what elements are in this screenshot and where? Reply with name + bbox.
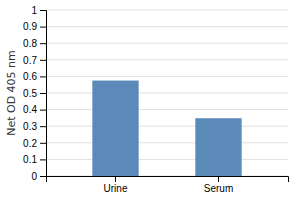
grid-line — [46, 142, 288, 143]
y-tick-label: 0.1 — [23, 154, 37, 165]
grid — [46, 10, 288, 176]
x-axis: Urine Serum — [47, 176, 289, 194]
x-tick-label: Urine — [104, 183, 128, 194]
y-tick: 0.1 — [23, 154, 46, 165]
y-tick-mark — [40, 126, 46, 127]
x-tick-mark — [218, 176, 219, 182]
y-tick-label: 0.6 — [23, 71, 37, 82]
bar — [92, 81, 138, 176]
y-tick: 0 — [31, 171, 46, 182]
y-tick: 0.7 — [23, 55, 46, 66]
bars — [92, 81, 241, 176]
y-axis-title: Net OD 405 nm — [5, 50, 18, 136]
y-tick-label: 0.8 — [23, 38, 37, 49]
x-axis-line — [47, 177, 289, 183]
y-tick-mark — [40, 176, 46, 177]
y-tick-mark — [40, 76, 46, 77]
grid-line — [46, 10, 288, 11]
y-tick-mark — [40, 27, 46, 28]
x-tick: Urine — [104, 176, 128, 194]
y-tick: 0.3 — [23, 121, 46, 132]
grid-line — [46, 126, 288, 127]
grid-line — [46, 109, 288, 110]
y-tick-mark — [40, 143, 46, 144]
grid-line — [46, 159, 288, 160]
y-tick: 0.2 — [23, 138, 46, 149]
y-tick-label: 1 — [31, 5, 37, 16]
chart-svg: 0 0.1 0.2 0.3 0.4 0.5 0.6 0.7 0.8 0.9 1 Urine Serum N… — [0, 0, 300, 200]
grid-line — [46, 93, 288, 94]
y-tick-mark — [40, 10, 46, 11]
grid-line — [46, 43, 288, 44]
bar — [195, 118, 241, 176]
grid-line — [46, 76, 288, 77]
chart-container: 0 0.1 0.2 0.3 0.4 0.5 0.6 0.7 0.8 0.9 1 Urine Serum N… — [0, 0, 300, 200]
y-tick-label: 0 — [31, 171, 37, 182]
y-tick-mark — [40, 60, 46, 61]
grid-line — [46, 59, 288, 60]
y-tick-label: 0.3 — [23, 121, 37, 132]
y-tick-label: 0.4 — [23, 104, 37, 115]
y-tick: 0.6 — [23, 71, 46, 82]
grid-line — [46, 26, 288, 27]
y-tick-mark — [40, 93, 46, 94]
y-tick-mark — [40, 110, 46, 111]
y-tick: 0.4 — [23, 104, 46, 115]
y-tick-mark — [40, 43, 46, 44]
y-tick: 0.9 — [23, 21, 46, 32]
y-tick-label: 0.5 — [23, 88, 37, 99]
y-tick-label: 0.9 — [23, 21, 37, 32]
x-tick-label: Serum — [204, 183, 233, 194]
x-tick: Serum — [204, 176, 233, 194]
x-tick-mark — [115, 176, 116, 182]
y-axis-line — [40, 11, 47, 177]
y-tick: 0.8 — [23, 38, 46, 49]
y-tick-label: 0.2 — [23, 138, 37, 149]
y-tick: 0.5 — [23, 88, 46, 99]
y-tick: 1 — [31, 5, 46, 16]
y-tick-label: 0.7 — [23, 55, 37, 66]
plot: 0 0.1 0.2 0.3 0.4 0.5 0.6 0.7 0.8 0.9 1 Urine Serum — [23, 5, 288, 194]
y-axis: 0 0.1 0.2 0.3 0.4 0.5 0.6 0.7 0.8 0.9 1 — [23, 5, 46, 182]
y-tick-mark — [40, 159, 46, 160]
